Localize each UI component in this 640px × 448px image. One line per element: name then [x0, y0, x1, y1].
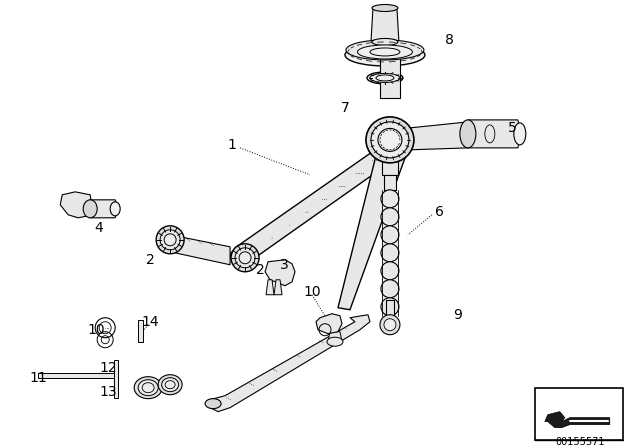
- Ellipse shape: [138, 379, 158, 396]
- Polygon shape: [382, 262, 398, 280]
- Bar: [535, 388, 623, 439]
- Text: 10: 10: [88, 323, 105, 337]
- Polygon shape: [90, 200, 118, 218]
- Ellipse shape: [110, 202, 120, 216]
- Ellipse shape: [160, 230, 180, 250]
- Polygon shape: [382, 226, 398, 244]
- Ellipse shape: [83, 200, 97, 218]
- Polygon shape: [468, 120, 520, 148]
- Text: 13: 13: [99, 385, 117, 399]
- Polygon shape: [114, 360, 118, 398]
- Ellipse shape: [381, 226, 399, 244]
- Ellipse shape: [366, 117, 414, 163]
- Text: 11: 11: [29, 370, 47, 385]
- Polygon shape: [371, 8, 399, 42]
- Text: 2: 2: [146, 253, 154, 267]
- Polygon shape: [408, 122, 470, 150]
- Ellipse shape: [372, 39, 398, 45]
- Ellipse shape: [205, 399, 221, 409]
- Polygon shape: [170, 235, 230, 265]
- Text: 3: 3: [280, 258, 289, 272]
- Ellipse shape: [372, 4, 398, 12]
- Ellipse shape: [327, 337, 343, 346]
- Polygon shape: [274, 280, 282, 295]
- Ellipse shape: [158, 375, 182, 395]
- Polygon shape: [210, 315, 370, 412]
- Text: 10: 10: [303, 285, 321, 299]
- Polygon shape: [382, 155, 398, 175]
- Ellipse shape: [156, 226, 184, 254]
- Polygon shape: [382, 244, 398, 262]
- Ellipse shape: [381, 208, 399, 226]
- Text: 12: 12: [99, 361, 117, 375]
- Polygon shape: [382, 190, 398, 208]
- Polygon shape: [384, 175, 396, 190]
- Text: 1: 1: [228, 138, 237, 152]
- Ellipse shape: [371, 122, 409, 158]
- Ellipse shape: [460, 120, 476, 148]
- Polygon shape: [382, 280, 398, 298]
- Text: 9: 9: [454, 308, 462, 322]
- Ellipse shape: [514, 123, 526, 145]
- Ellipse shape: [231, 244, 259, 272]
- Ellipse shape: [381, 280, 399, 298]
- Polygon shape: [230, 148, 408, 265]
- Polygon shape: [382, 208, 398, 226]
- Text: 14: 14: [141, 315, 159, 329]
- Polygon shape: [60, 192, 92, 218]
- Ellipse shape: [346, 40, 424, 60]
- Text: 00155571: 00155571: [555, 437, 605, 447]
- Ellipse shape: [381, 262, 399, 280]
- Ellipse shape: [162, 378, 179, 392]
- Polygon shape: [338, 148, 408, 310]
- Polygon shape: [382, 298, 398, 316]
- Ellipse shape: [378, 129, 402, 151]
- Ellipse shape: [235, 248, 255, 268]
- Text: 8: 8: [445, 33, 454, 47]
- Polygon shape: [545, 412, 610, 428]
- Ellipse shape: [358, 45, 412, 59]
- Polygon shape: [328, 332, 342, 342]
- Polygon shape: [380, 55, 400, 98]
- Text: 2: 2: [255, 263, 264, 277]
- Text: 4: 4: [94, 221, 102, 235]
- Circle shape: [380, 315, 400, 335]
- Ellipse shape: [367, 72, 403, 84]
- Polygon shape: [38, 373, 114, 378]
- Polygon shape: [138, 320, 143, 342]
- Polygon shape: [266, 280, 274, 295]
- Ellipse shape: [370, 73, 400, 82]
- Ellipse shape: [381, 298, 399, 316]
- Polygon shape: [316, 314, 342, 334]
- Ellipse shape: [345, 44, 425, 66]
- Circle shape: [384, 319, 396, 331]
- Ellipse shape: [381, 190, 399, 208]
- Text: 7: 7: [340, 101, 349, 115]
- Ellipse shape: [381, 244, 399, 262]
- Polygon shape: [265, 260, 295, 286]
- Polygon shape: [386, 300, 394, 320]
- Ellipse shape: [134, 377, 162, 399]
- Text: 6: 6: [435, 205, 444, 219]
- Text: 5: 5: [508, 121, 516, 135]
